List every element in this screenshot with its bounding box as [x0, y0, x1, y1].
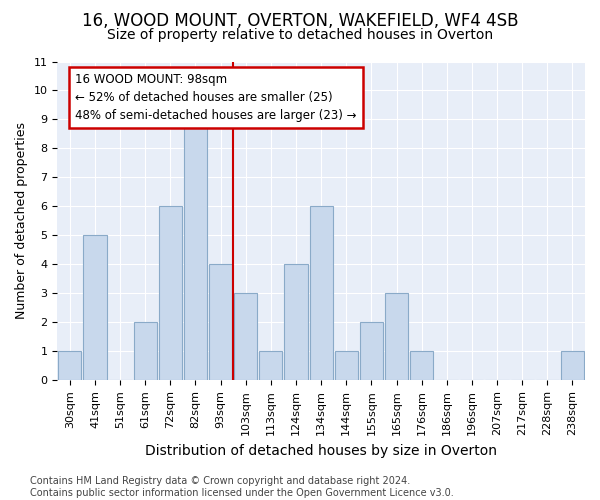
Bar: [410, 352, 433, 380]
Bar: [335, 352, 358, 380]
Bar: [209, 264, 232, 380]
Text: 16 WOOD MOUNT: 98sqm
← 52% of detached houses are smaller (25)
48% of semi-detac: 16 WOOD MOUNT: 98sqm ← 52% of detached h…: [76, 73, 357, 122]
X-axis label: Distribution of detached houses by size in Overton: Distribution of detached houses by size …: [145, 444, 497, 458]
Bar: [234, 294, 257, 380]
Y-axis label: Number of detached properties: Number of detached properties: [15, 122, 28, 320]
Text: Contains HM Land Registry data © Crown copyright and database right 2024.
Contai: Contains HM Land Registry data © Crown c…: [30, 476, 454, 498]
Bar: [134, 322, 157, 380]
Bar: [184, 120, 207, 380]
Text: 16, WOOD MOUNT, OVERTON, WAKEFIELD, WF4 4SB: 16, WOOD MOUNT, OVERTON, WAKEFIELD, WF4 …: [82, 12, 518, 30]
Bar: [360, 322, 383, 380]
Bar: [310, 206, 332, 380]
Bar: [159, 206, 182, 380]
Bar: [561, 352, 584, 380]
Text: Size of property relative to detached houses in Overton: Size of property relative to detached ho…: [107, 28, 493, 42]
Bar: [284, 264, 308, 380]
Bar: [385, 294, 408, 380]
Bar: [58, 352, 82, 380]
Bar: [83, 236, 107, 380]
Bar: [259, 352, 283, 380]
